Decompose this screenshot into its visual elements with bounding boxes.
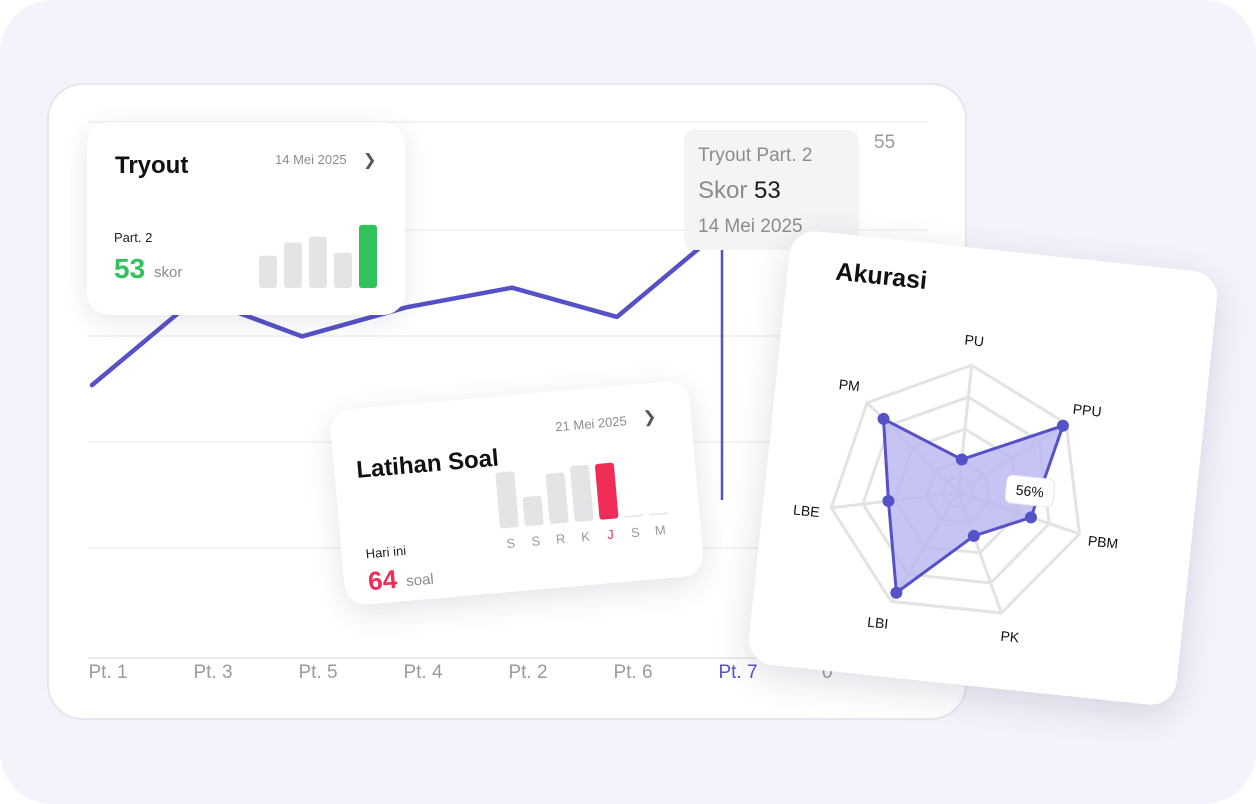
line-chart-tooltip: Tryout Part. 2 Skor 53 14 Mei 2025 [684, 130, 859, 250]
day-label: R [555, 531, 566, 547]
latihan-title: Latihan Soal [355, 444, 500, 484]
x-tick-label: Pt. 7 [718, 662, 757, 683]
mini-bar [495, 471, 519, 529]
radar-point [1056, 419, 1069, 432]
radar-axis-label: LBI [867, 614, 890, 632]
tooltip-score: Skor 53 [698, 177, 781, 205]
x-tick-label: Pt. 6 [613, 662, 652, 683]
x-tick-label: Pt. 2 [508, 662, 547, 683]
radar-area [881, 417, 1065, 595]
latihan-soal-card[interactable]: Latihan Soal 21 Mei 2025 ❯ Hari ini 64 s… [329, 379, 705, 607]
radar-axis-label: PBM [1087, 532, 1119, 551]
mini-bar [334, 252, 352, 288]
tryout-subtitle: Part. 2 [114, 230, 153, 245]
x-tick-label: Pt. 5 [298, 662, 337, 683]
tryout-title: Tryout [115, 152, 189, 179]
y-tick-label: 55 [874, 132, 895, 153]
x-tick-label: Pt. 1 [88, 662, 127, 683]
latihan-date: 21 Mei 2025 [554, 413, 628, 435]
radar-axis-label: PK [1000, 628, 1021, 646]
chevron-right-icon[interactable]: ❯ [642, 408, 658, 427]
mini-bar [624, 514, 644, 518]
tooltip-title: Tryout Part. 2 [698, 145, 813, 166]
tryout-mini-bar-chart [259, 224, 377, 288]
latihan-count: 64 [366, 563, 399, 597]
day-label: S [630, 524, 640, 540]
tooltip-date: 14 Mei 2025 [698, 216, 803, 237]
mini-bar [309, 236, 327, 288]
mini-bar [522, 495, 544, 527]
mini-bar [570, 464, 594, 522]
radar-axis-label: LBE [792, 501, 820, 520]
tooltip-score-label: Skor [698, 177, 748, 204]
radar-point [1024, 511, 1037, 524]
radar-point [955, 453, 968, 466]
latihan-subtitle: Hari ini [365, 542, 407, 562]
y-tick-label: 0 [822, 662, 833, 683]
x-tick-label: Pt. 4 [403, 662, 443, 683]
x-tick-label: Pt. 3 [193, 662, 232, 683]
radar-axis-label: PPU [1072, 401, 1102, 420]
mini-bar [359, 224, 377, 288]
tryout-score: 53 [114, 253, 146, 284]
radar-annotation-box [1004, 474, 1056, 508]
mini-bar [595, 462, 619, 520]
radar-grid-ring [829, 363, 1082, 615]
tryout-date: 14 Mei 2025 [275, 152, 347, 167]
radar-axis-label: PM [838, 376, 861, 394]
radar-annotation: 56% [1004, 474, 1056, 508]
mini-bar [649, 512, 669, 516]
tryout-card[interactable]: Tryout 14 Mei 2025 ❯ Part. 2 53 skor [87, 122, 405, 315]
radar-chart: PU PPU PBM PK LBI LBE PM 56% [792, 331, 1119, 646]
tooltip-score-value: 53 [754, 177, 781, 204]
mini-bar [259, 255, 277, 288]
day-label: S [531, 533, 541, 549]
day-label: K [581, 529, 591, 545]
radar-point [882, 494, 895, 507]
day-label: M [654, 522, 666, 538]
akurasi-card: Akurasi PU PPU PBM PK LBI LBE PM 56% [746, 228, 1220, 708]
radar-point [890, 586, 903, 599]
radar-axis-label: PU [964, 331, 985, 349]
latihan-unit: soal [405, 570, 435, 590]
radar-annotation-label: 56% [1015, 482, 1045, 501]
radar-point [967, 529, 980, 542]
tryout-unit: skor [154, 264, 183, 281]
mini-bar [284, 242, 302, 288]
chevron-right-icon[interactable]: ❯ [363, 152, 377, 169]
day-label: S [506, 535, 516, 551]
radar-point [877, 412, 890, 425]
mini-bar [545, 472, 569, 525]
day-label: J [607, 527, 615, 543]
